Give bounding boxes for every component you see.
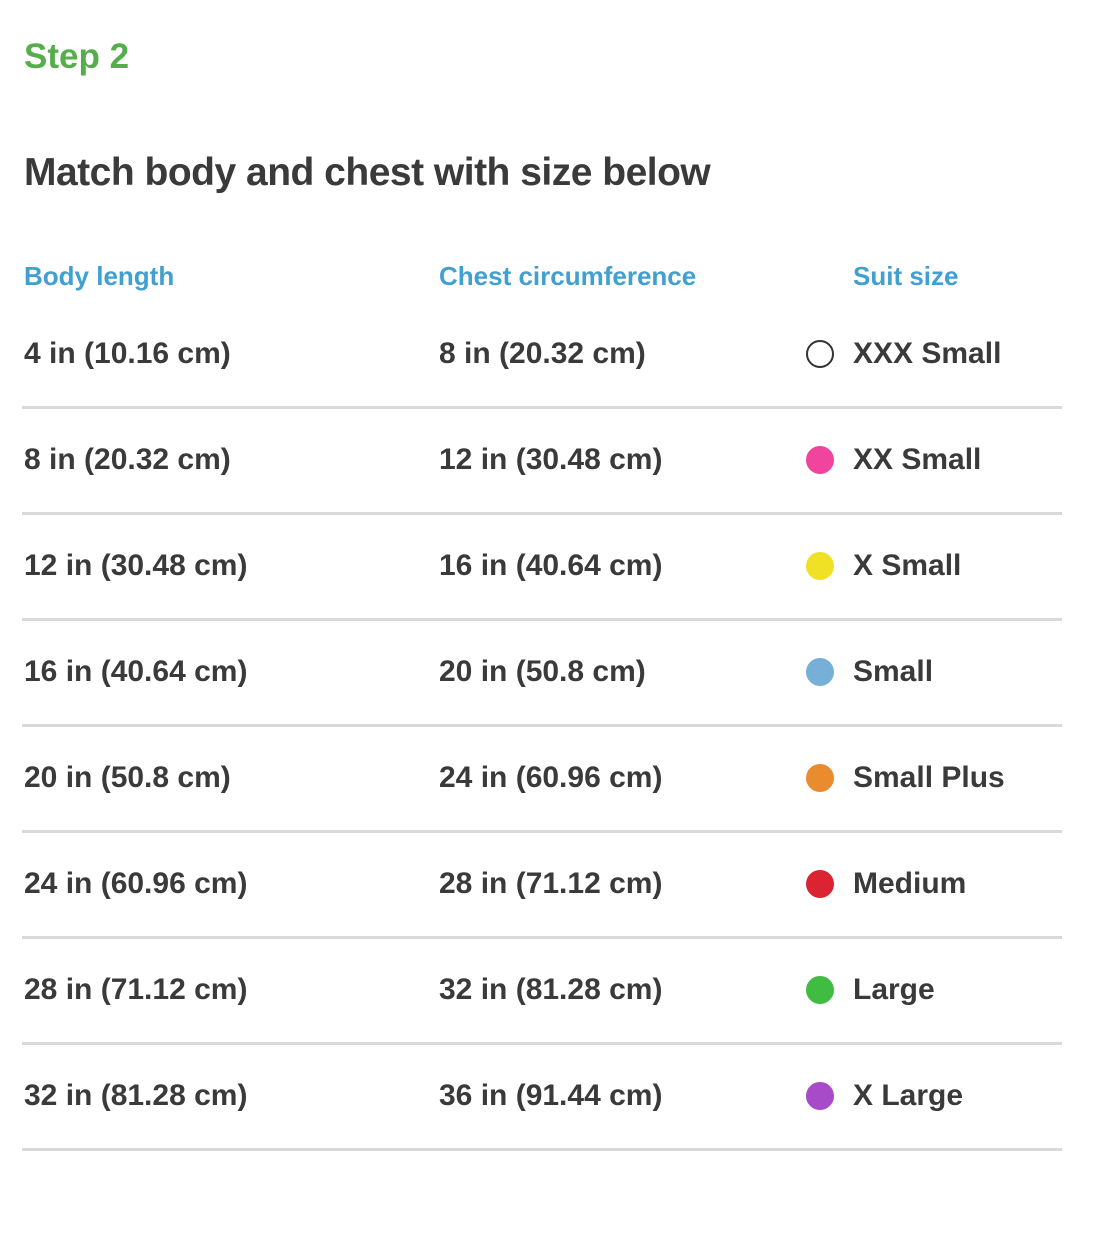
table-row: 4 in (10.16 cm) 8 in (20.32 cm) XXX Smal… bbox=[22, 303, 1062, 409]
column-header-body-length: Body length bbox=[24, 260, 175, 291]
chest-circumference-value: 20 in (50.8 cm) bbox=[439, 655, 646, 689]
table-row: 12 in (30.48 cm) 16 in (40.64 cm) X Smal… bbox=[22, 515, 1062, 621]
suit-size-value: Small Plus bbox=[853, 761, 1005, 795]
size-table: Body length Chest circumference Suit siz… bbox=[22, 261, 1062, 1151]
size-color-dot-icon bbox=[806, 870, 834, 899]
size-color-dot-icon bbox=[806, 658, 834, 687]
suit-size-cell: XXX Small bbox=[806, 337, 1062, 371]
body-length-value: 8 in (20.32 cm) bbox=[24, 443, 231, 477]
suit-size-cell: X Large bbox=[806, 1079, 1062, 1113]
suit-size-value: XXX Small bbox=[853, 337, 1002, 371]
body-length-value: 20 in (50.8 cm) bbox=[24, 761, 231, 795]
table-row: 24 in (60.96 cm) 28 in (71.12 cm) Medium bbox=[22, 833, 1062, 939]
table-row: 32 in (81.28 cm) 36 in (91.44 cm) X Larg… bbox=[22, 1045, 1062, 1151]
chest-circumference-value: 12 in (30.48 cm) bbox=[439, 443, 663, 477]
chest-circumference-value: 16 in (40.64 cm) bbox=[439, 549, 663, 583]
body-length-value: 16 in (40.64 cm) bbox=[24, 655, 248, 689]
chest-circumference-value: 32 in (81.28 cm) bbox=[439, 973, 663, 1007]
suit-size-value: X Small bbox=[853, 549, 962, 583]
suit-size-cell: Small Plus bbox=[806, 761, 1062, 795]
suit-size-cell: X Small bbox=[806, 549, 1062, 583]
suit-size-cell: Medium bbox=[806, 867, 1062, 901]
size-color-dot-icon bbox=[806, 976, 834, 1005]
suit-size-value: Medium bbox=[853, 867, 967, 901]
column-header-chest-circumference: Chest circumference bbox=[439, 260, 697, 291]
chest-circumference-value: 28 in (71.12 cm) bbox=[439, 867, 663, 901]
table-row: 8 in (20.32 cm) 12 in (30.48 cm) XX Smal… bbox=[22, 409, 1062, 515]
chest-circumference-value: 8 in (20.32 cm) bbox=[439, 337, 646, 371]
body-length-value: 4 in (10.16 cm) bbox=[24, 337, 231, 371]
chest-circumference-value: 24 in (60.96 cm) bbox=[439, 761, 663, 795]
table-row: 16 in (40.64 cm) 20 in (50.8 cm) Small bbox=[22, 621, 1062, 727]
step-label: Step 2 bbox=[24, 37, 130, 76]
body-length-value: 24 in (60.96 cm) bbox=[24, 867, 248, 901]
chest-circumference-value: 36 in (91.44 cm) bbox=[439, 1079, 663, 1113]
suit-size-cell: XX Small bbox=[806, 443, 1062, 477]
size-color-dot-icon bbox=[806, 1082, 834, 1111]
suit-size-cell: Large bbox=[806, 973, 1062, 1007]
body-length-value: 28 in (71.12 cm) bbox=[24, 973, 248, 1007]
suit-size-value: XX Small bbox=[853, 443, 982, 477]
table-header-row: Body length Chest circumference Suit siz… bbox=[22, 261, 1062, 303]
page-title: Match body and chest with size below bbox=[24, 151, 711, 194]
body-length-value: 32 in (81.28 cm) bbox=[24, 1079, 248, 1113]
suit-size-value: Large bbox=[853, 973, 935, 1007]
size-color-dot-icon bbox=[806, 764, 834, 793]
suit-size-value: Small bbox=[853, 655, 934, 689]
size-color-dot-icon bbox=[806, 446, 834, 475]
size-color-dot-icon bbox=[806, 340, 834, 369]
size-color-dot-icon bbox=[806, 552, 834, 581]
suit-size-value: X Large bbox=[853, 1079, 964, 1113]
size-guide-page: { "page": { "step_label": "Step 2", "tit… bbox=[0, 36, 1114, 1258]
body-length-value: 12 in (30.48 cm) bbox=[24, 549, 248, 583]
column-header-suit-size: Suit size bbox=[853, 260, 959, 291]
table-row: 20 in (50.8 cm) 24 in (60.96 cm) Small P… bbox=[22, 727, 1062, 833]
table-row: 28 in (71.12 cm) 32 in (81.28 cm) Large bbox=[22, 939, 1062, 1045]
suit-size-cell: Small bbox=[806, 655, 1062, 689]
